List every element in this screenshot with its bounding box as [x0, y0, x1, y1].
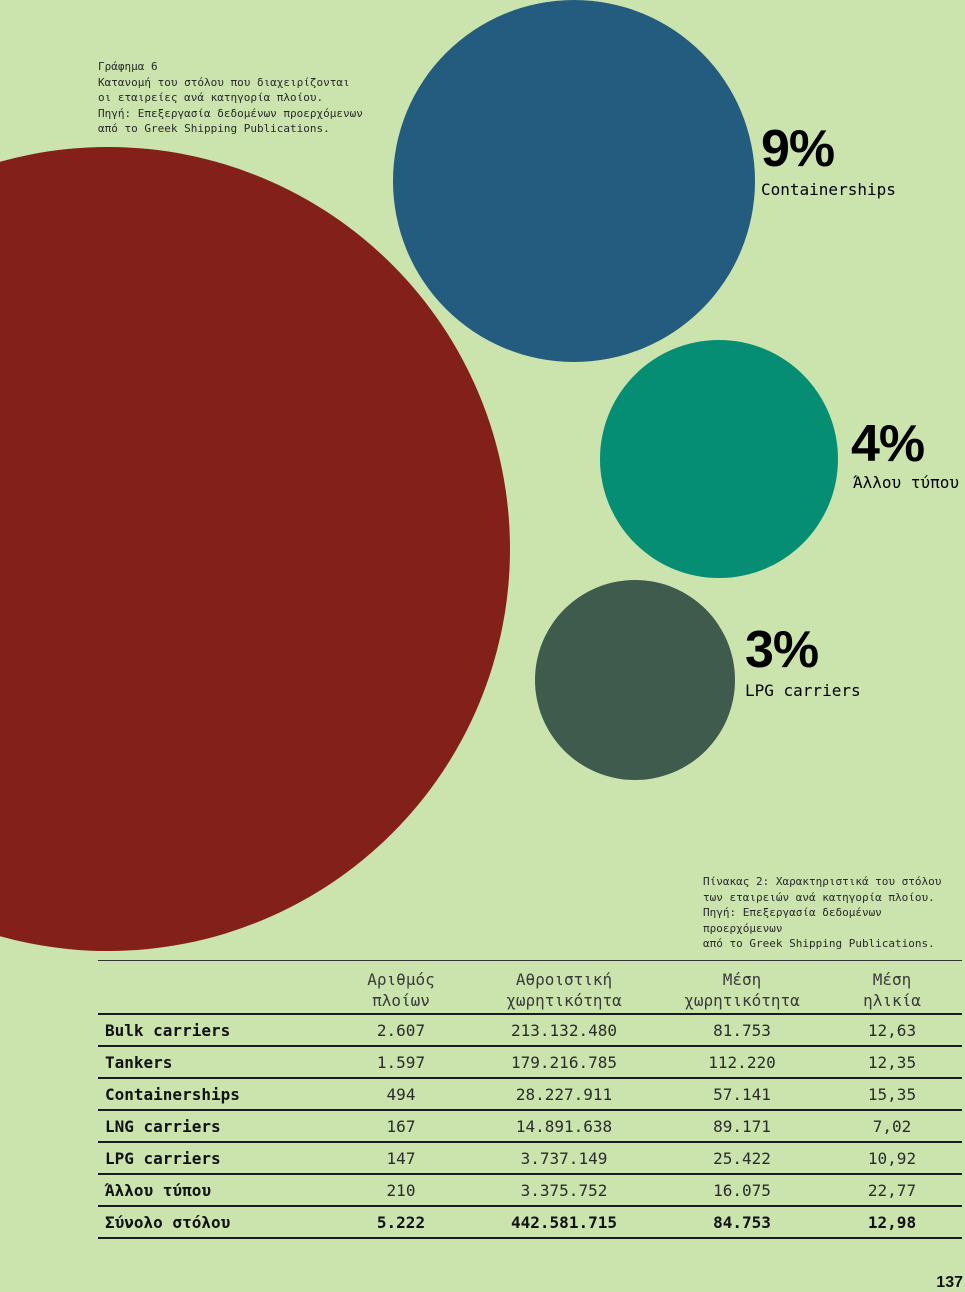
table-row: Bulk carriers 2.607 213.132.480 81.753 1… — [98, 1014, 962, 1047]
containerships-percent-label: 9% — [761, 120, 834, 178]
header-category — [98, 960, 336, 1015]
row-ship-count: 1.597 — [336, 1046, 466, 1079]
row-avg-capacity: 16.075 — [662, 1174, 822, 1207]
row-avg-age: 12,35 — [822, 1046, 962, 1079]
row-ship-count: 210 — [336, 1174, 466, 1207]
figure-caption: Γράφημα 6 Κατανομή του στόλου που διαχει… — [98, 60, 363, 135]
row-avg-age: 22,77 — [822, 1174, 962, 1207]
row-avg-capacity: 57.141 — [662, 1078, 822, 1111]
header-avg-capacity-l1: Μέση — [722, 970, 762, 989]
total-avg-capacity: 84.753 — [662, 1206, 822, 1239]
row-category: Containerships — [98, 1078, 336, 1111]
other-type-percent-label: 4% — [851, 415, 924, 473]
row-avg-capacity: 89.171 — [662, 1110, 822, 1143]
header-ship-count-l1: Αριθμός — [367, 970, 435, 989]
containerships-name-label: Containerships — [761, 180, 896, 199]
lpg-percent-label: 3% — [745, 621, 818, 679]
row-ship-count: 2.607 — [336, 1014, 466, 1047]
row-total-capacity: 179.216.785 — [466, 1046, 662, 1079]
row-ship-count: 494 — [336, 1078, 466, 1111]
bubble-lpg-carriers — [535, 580, 735, 780]
header-avg-age-l2: ηλικία — [863, 991, 921, 1010]
row-category: Bulk carriers — [98, 1014, 336, 1047]
row-avg-capacity: 81.753 — [662, 1014, 822, 1047]
total-ship-count: 5.222 — [336, 1206, 466, 1239]
row-category: LNG carriers — [98, 1110, 336, 1143]
bubble-chart: 9% Containerships 4% Άλλου τύπου 3% LPG … — [0, 0, 959, 951]
row-total-capacity: 3.375.752 — [466, 1174, 662, 1207]
row-avg-age: 10,92 — [822, 1142, 962, 1175]
total-avg-age: 12,98 — [822, 1206, 962, 1239]
table-row: Άλλου τύπου 210 3.375.752 16.075 22,77 — [98, 1174, 962, 1207]
header-avg-age: Μέση ηλικία — [822, 960, 962, 1015]
header-total-capacity: Αθροιστική χωρητικότητα — [466, 960, 662, 1015]
header-avg-capacity: Μέση χωρητικότητα — [662, 960, 822, 1015]
table-row: Containerships 494 28.227.911 57.141 15,… — [98, 1078, 962, 1111]
table-total-row: Σύνολο στόλου 5.222 442.581.715 84.753 1… — [98, 1206, 962, 1239]
total-capacity: 442.581.715 — [466, 1206, 662, 1239]
row-ship-count: 167 — [336, 1110, 466, 1143]
row-total-capacity: 14.891.638 — [466, 1110, 662, 1143]
header-avg-age-l1: Μέση — [872, 970, 912, 989]
row-avg-capacity: 112.220 — [662, 1046, 822, 1079]
bubble-bulk-carriers — [0, 147, 510, 951]
fleet-table: Αριθμός πλοίων Αθροιστική χωρητικότητα Μέσ… — [98, 960, 962, 1239]
row-avg-age: 15,35 — [822, 1078, 962, 1111]
row-category: Tankers — [98, 1046, 336, 1079]
row-category: LPG carriers — [98, 1142, 336, 1175]
header-total-capacity-l1: Αθροιστική — [515, 970, 613, 989]
table-row: LNG carriers 167 14.891.638 89.171 7,02 — [98, 1110, 962, 1143]
page-number: 137 — [936, 1274, 963, 1291]
lpg-name-label: LPG carriers — [745, 681, 861, 700]
bubble-containerships — [393, 0, 755, 362]
header-ship-count: Αριθμός πλοίων — [336, 960, 466, 1015]
row-avg-age: 12,63 — [822, 1014, 962, 1047]
row-avg-age: 7,02 — [822, 1110, 962, 1143]
other-type-name-label: Άλλου τύπου — [853, 473, 959, 492]
header-avg-capacity-l2: χωρητικότητα — [684, 991, 800, 1010]
table-header-row: Αριθμός πλοίων Αθροιστική χωρητικότητα Μέσ… — [98, 960, 962, 1015]
table-caption: Πίνακας 2: Χαρακτηριστικά του στόλου των… — [703, 875, 942, 950]
bubble-other-type — [600, 340, 838, 578]
total-category: Σύνολο στόλου — [98, 1206, 336, 1239]
row-total-capacity: 28.227.911 — [466, 1078, 662, 1111]
row-total-capacity: 213.132.480 — [466, 1014, 662, 1047]
table-row: LPG carriers 147 3.737.149 25.422 10,92 — [98, 1142, 962, 1175]
row-total-capacity: 3.737.149 — [466, 1142, 662, 1175]
header-total-capacity-l2: χωρητικότητα — [506, 991, 622, 1010]
row-category: Άλλου τύπου — [98, 1174, 336, 1207]
table-row: Tankers 1.597 179.216.785 112.220 12,35 — [98, 1046, 962, 1079]
header-ship-count-l2: πλοίων — [372, 991, 430, 1010]
row-ship-count: 147 — [336, 1142, 466, 1175]
row-avg-capacity: 25.422 — [662, 1142, 822, 1175]
